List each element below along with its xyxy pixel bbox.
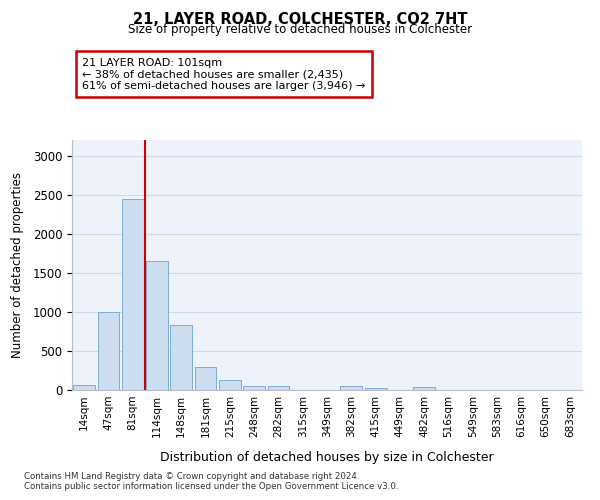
Bar	[122, 198, 143, 390]
Y-axis label: Number of detached properties: Number of detached properties	[11, 172, 25, 358]
Bar	[170, 325, 192, 390]
Bar	[97, 312, 119, 390]
Text: 21, LAYER ROAD, COLCHESTER, CO2 7HT: 21, LAYER ROAD, COLCHESTER, CO2 7HT	[133, 12, 467, 28]
Bar	[413, 388, 435, 390]
Text: Contains HM Land Registry data © Crown copyright and database right 2024.: Contains HM Land Registry data © Crown c…	[24, 472, 359, 481]
X-axis label: Distribution of detached houses by size in Colchester: Distribution of detached houses by size …	[160, 451, 494, 464]
Bar	[365, 388, 386, 390]
Bar	[219, 380, 241, 390]
Bar	[146, 261, 168, 390]
Text: 21 LAYER ROAD: 101sqm
← 38% of detached houses are smaller (2,435)
61% of semi-d: 21 LAYER ROAD: 101sqm ← 38% of detached …	[82, 58, 365, 90]
Bar	[194, 366, 217, 390]
Bar	[243, 386, 265, 390]
Text: Contains public sector information licensed under the Open Government Licence v3: Contains public sector information licen…	[24, 482, 398, 491]
Bar	[340, 386, 362, 390]
Text: Size of property relative to detached houses in Colchester: Size of property relative to detached ho…	[128, 22, 472, 36]
Bar	[73, 386, 95, 390]
Bar	[268, 386, 289, 390]
